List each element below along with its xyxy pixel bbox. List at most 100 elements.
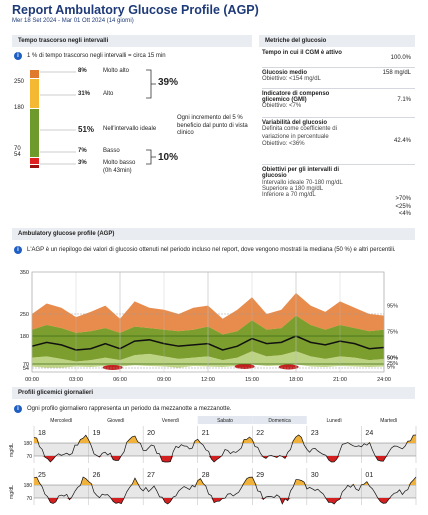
daily-y-tick: 180 xyxy=(24,483,33,489)
agp-x-tick: 03:00 xyxy=(69,377,83,383)
divider xyxy=(262,164,415,165)
info-icon: i xyxy=(14,52,22,60)
day-header-bg xyxy=(306,416,362,424)
tir-bar-segment xyxy=(30,165,39,169)
daily-y-tick: 180 xyxy=(24,441,33,447)
day-name: Giovedì xyxy=(107,418,125,424)
metric-label: Glucosio medio xyxy=(262,70,308,76)
metrics-panel-heading: Metriche del glucosio xyxy=(259,35,415,47)
agp-y-tick: 70 xyxy=(23,362,29,368)
agp-x-tick: 21:00 xyxy=(333,377,347,383)
metric-label: Tempo in cui il CGM è attivo xyxy=(262,50,342,56)
tir-label-high: Alto xyxy=(103,91,114,97)
tir-connector-lines xyxy=(40,71,76,165)
daily-low-fill xyxy=(34,498,416,504)
daily-y-tick: 70 xyxy=(26,454,32,460)
metric-target: Definita come coefficiente di variazione… xyxy=(262,126,337,140)
metric-value: 100.0% xyxy=(390,55,411,61)
tir-bar-segment xyxy=(30,108,39,157)
daily-panel-heading: Profili glicemici giornalieri xyxy=(12,387,415,399)
agp-panel-heading: Ambulatory glucose profile (AGP) xyxy=(12,228,415,240)
agp-y-tick: 250 xyxy=(20,312,29,318)
tir-axis-label: 54 xyxy=(14,152,21,158)
day-name: Domenica xyxy=(268,418,291,424)
tir-pct-in-range: 51% xyxy=(78,125,95,134)
daily-y-label: mg/dL xyxy=(9,485,15,499)
tir-low-total: 10% xyxy=(158,152,179,163)
day-header-bg xyxy=(252,416,307,424)
day-header-bg xyxy=(197,416,253,424)
metric-targets: Obiettivi per gli intervalli di glucosio… xyxy=(262,167,415,223)
metric-mean-glucose: Glucosio medio Obiettivo: <154 mg/dL 158… xyxy=(262,70,415,88)
target-below: Inferiore a 70 mg/dL xyxy=(262,192,316,198)
metric-value: 7.1% xyxy=(397,97,411,103)
agp-percentile-label: 95% xyxy=(387,304,398,310)
metric-target: Obiettivo: <36% xyxy=(262,141,305,147)
metric-value: 42.4% xyxy=(393,138,411,144)
tir-axis-label: 250 xyxy=(14,79,25,85)
target-in-range: Intervallo ideale 70-180 mg/dL xyxy=(262,180,343,186)
tir-bar-segment xyxy=(30,157,39,165)
daily-y-label: mg/dL xyxy=(9,443,15,457)
tir-pct-very-high: 8% xyxy=(78,68,87,74)
agp-x-tick: 18:00 xyxy=(289,377,303,383)
tir-bar-segment xyxy=(30,78,39,108)
agp-x-tick: 06:00 xyxy=(113,377,127,383)
tir-axis: 250 180 70 54 xyxy=(14,68,46,168)
daily-glucose-line xyxy=(33,476,417,505)
agp-x-tick: 12:00 xyxy=(201,377,215,383)
daily-target-band xyxy=(34,485,416,498)
tir-pct-very-low: 3% xyxy=(78,160,87,166)
daily-date: 25 xyxy=(38,472,46,479)
agp-x-tick: 24:00 xyxy=(377,377,391,383)
daily-date: 01 xyxy=(365,472,373,479)
tir-panel-heading: Tempo trascorso negli intervalli xyxy=(12,35,252,47)
tir-label-very-low: Molto basso xyxy=(103,160,136,166)
daily-date: 29 xyxy=(256,472,264,479)
agp-x-tick: 15:00 xyxy=(245,377,259,383)
daily-high-fill xyxy=(34,435,416,443)
agp-description: L'AGP è un riepilogo dei valori di gluco… xyxy=(27,247,396,253)
metric-gmi: Indicatore di compenso glicemico (GMI) O… xyxy=(262,91,415,117)
day-name: Mercoledì xyxy=(50,418,73,424)
daily-date: 21 xyxy=(202,430,210,437)
bracket-high xyxy=(146,69,156,99)
metric-target: Obiettivo: <7% xyxy=(262,103,302,109)
tir-axis-label: 180 xyxy=(14,105,25,111)
day-name: Sabato xyxy=(217,418,233,424)
agp-percentile-label: 5% xyxy=(387,365,395,371)
metric-variability: Variabilità del glucosio Definita come c… xyxy=(262,120,415,164)
metric-label: Indicatore di compenso glicemico (GMI) xyxy=(262,91,330,103)
day-header-bg xyxy=(34,416,89,424)
metric-label: Variabilità del glucosio xyxy=(262,120,328,126)
agp-x-tick: 09:00 xyxy=(157,377,171,383)
report-date-range: Mer 18 Set 2024 - Mar 01 Ott 2024 (14 gi… xyxy=(12,18,134,24)
agp-x-tick: 00:00 xyxy=(25,377,39,383)
tir-label-very-high: Molto alto xyxy=(103,68,130,74)
agp-low-region xyxy=(102,365,123,370)
metric-target: Obiettivo: <154 mg/dL xyxy=(262,76,321,82)
tir-note: 1 % di tempo trascorso negli intervalli … xyxy=(27,53,166,59)
target-above-value: <25% xyxy=(395,204,411,210)
tir-axis-label: 70 xyxy=(14,146,21,152)
daily-profiles-chart: Mercoledì Giovedì Venerdì Sabato Domenica Lun… xyxy=(9,416,417,505)
divider xyxy=(262,67,415,68)
tir-high-total: 39% xyxy=(158,77,179,88)
agp-y-tick: 54 xyxy=(23,366,29,372)
target-in-range-value: >70% xyxy=(395,196,411,202)
tir-pct-high: 31% xyxy=(78,91,91,97)
tir-bar-segment xyxy=(30,70,39,78)
day-header-bg xyxy=(361,416,416,424)
tir-pct-low: 7% xyxy=(78,148,87,154)
target-above: Superiore a 180 mg/dL xyxy=(262,186,324,192)
info-icon: i xyxy=(14,405,22,413)
daily-date: 22 xyxy=(256,430,264,437)
agp-low-region xyxy=(278,364,299,370)
day-header-bg xyxy=(143,416,198,424)
tir-label-in-range: Nell'intervallo ideale xyxy=(103,126,157,132)
daily-date: 23 xyxy=(311,430,319,437)
agp-percentile-label: 25% xyxy=(387,361,398,367)
targets-heading: Obiettivi per gli intervalli di glucosio xyxy=(262,167,340,179)
daily-date: 28 xyxy=(202,472,210,479)
